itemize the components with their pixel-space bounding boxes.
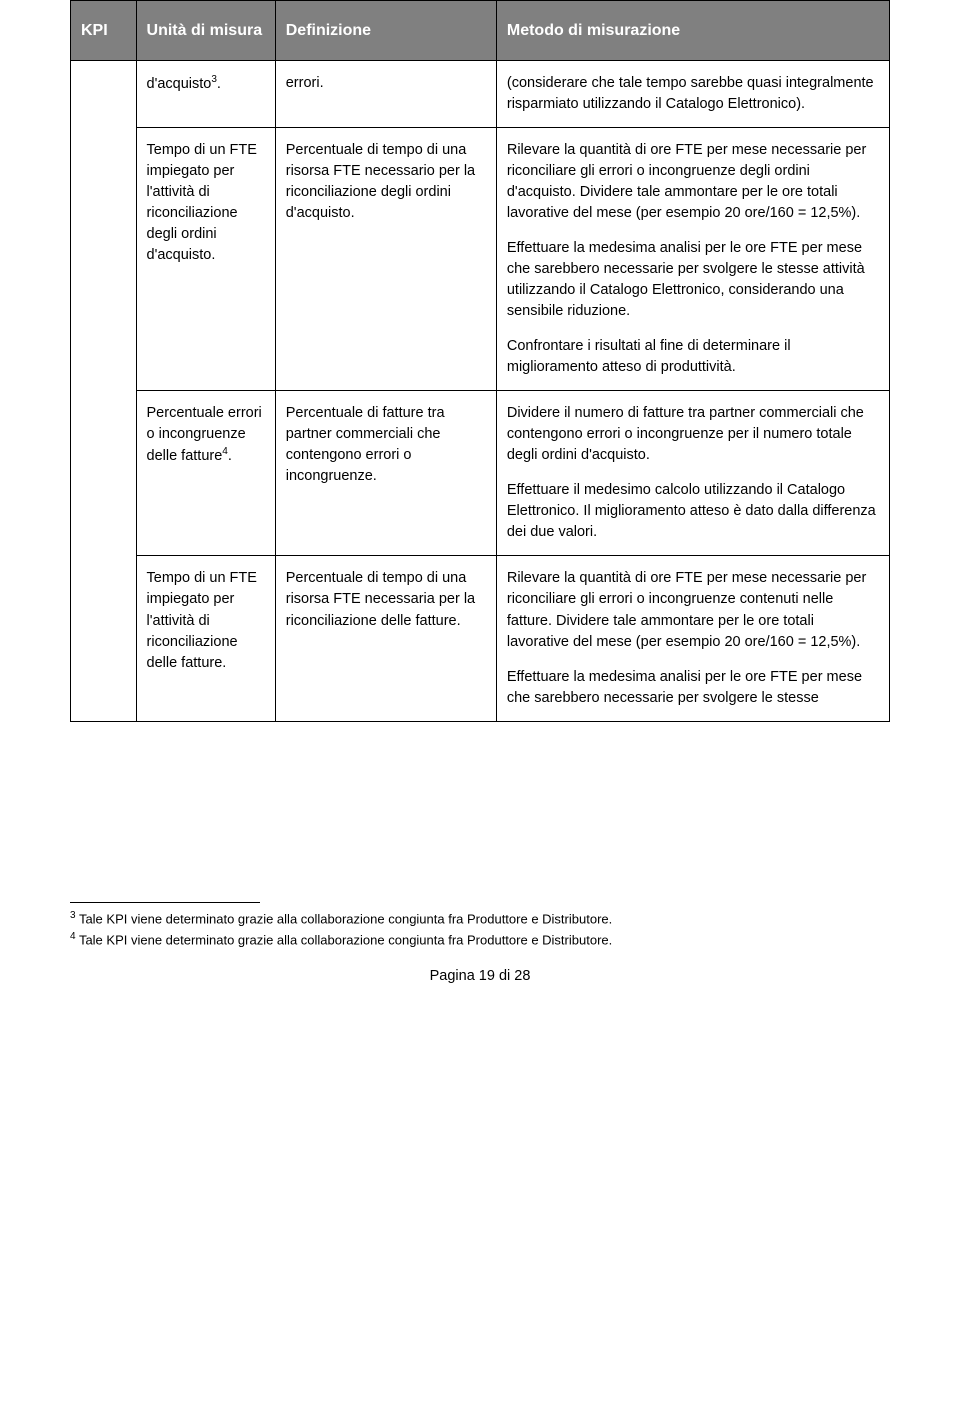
header-method: Metodo di misurazione <box>496 1 889 61</box>
method-para: Effettuare la medesima analisi per le or… <box>507 667 879 709</box>
cell-method: (considerare che tale tempo sarebbe quas… <box>496 61 889 128</box>
method-para: Rilevare la quantità di ore FTE per mese… <box>507 140 879 224</box>
kpi-table: KPI Unità di misura Definizione Metodo d… <box>70 0 890 722</box>
cell-kpi <box>71 61 137 721</box>
page-number: Pagina 19 di 28 <box>70 968 890 984</box>
unit-text: d'acquisto <box>147 76 212 92</box>
table-row: Tempo di un FTE impiegato per l'attività… <box>71 128 890 391</box>
method-para: Effettuare il medesimo calcolo utilizzan… <box>507 480 879 543</box>
method-para: Confrontare i risultati al fine di deter… <box>507 336 879 378</box>
method-para: Rilevare la quantità di ore FTE per mese… <box>507 568 879 652</box>
header-definition: Definizione <box>275 1 496 61</box>
footnote-text: Tale KPI viene determinato grazie alla c… <box>76 911 613 926</box>
cell-unit: Tempo di un FTE impiegato per l'attività… <box>136 556 275 721</box>
method-para: Dividere il numero di fatture tra partne… <box>507 403 879 466</box>
table-row: d'acquisto3. errori. (considerare che ta… <box>71 61 890 128</box>
cell-method: Rilevare la quantità di ore FTE per mese… <box>496 556 889 721</box>
cell-definition: Percentuale di tempo di una risorsa FTE … <box>275 556 496 721</box>
unit-text: Percentuale errori o incongruenze delle … <box>147 405 262 464</box>
cell-unit: d'acquisto3. <box>136 61 275 128</box>
table-row: Tempo di un FTE impiegato per l'attività… <box>71 556 890 721</box>
cell-definition: Percentuale di fatture tra partner comme… <box>275 391 496 556</box>
table-row: Percentuale errori o incongruenze delle … <box>71 391 890 556</box>
footnotes: 3 Tale KPI viene determinato grazie alla… <box>70 902 890 950</box>
header-unit: Unità di misura <box>136 1 275 61</box>
footnote: 4 Tale KPI viene determinato grazie alla… <box>70 930 890 950</box>
cell-method: Dividere il numero di fatture tra partne… <box>496 391 889 556</box>
unit-suffix: . <box>228 448 232 464</box>
header-kpi: KPI <box>71 1 137 61</box>
cell-definition: Percentuale di tempo di una risorsa FTE … <box>275 128 496 391</box>
footnote-separator <box>70 902 260 903</box>
footnote-text: Tale KPI viene determinato grazie alla c… <box>76 932 613 947</box>
cell-unit: Tempo di un FTE impiegato per l'attività… <box>136 128 275 391</box>
method-para: Effettuare la medesima analisi per le or… <box>507 238 879 322</box>
table-header-row: KPI Unità di misura Definizione Metodo d… <box>71 1 890 61</box>
cell-method: Rilevare la quantità di ore FTE per mese… <box>496 128 889 391</box>
cell-definition: errori. <box>275 61 496 128</box>
unit-suffix: . <box>217 76 221 92</box>
cell-unit: Percentuale errori o incongruenze delle … <box>136 391 275 556</box>
footnote: 3 Tale KPI viene determinato grazie alla… <box>70 909 890 929</box>
